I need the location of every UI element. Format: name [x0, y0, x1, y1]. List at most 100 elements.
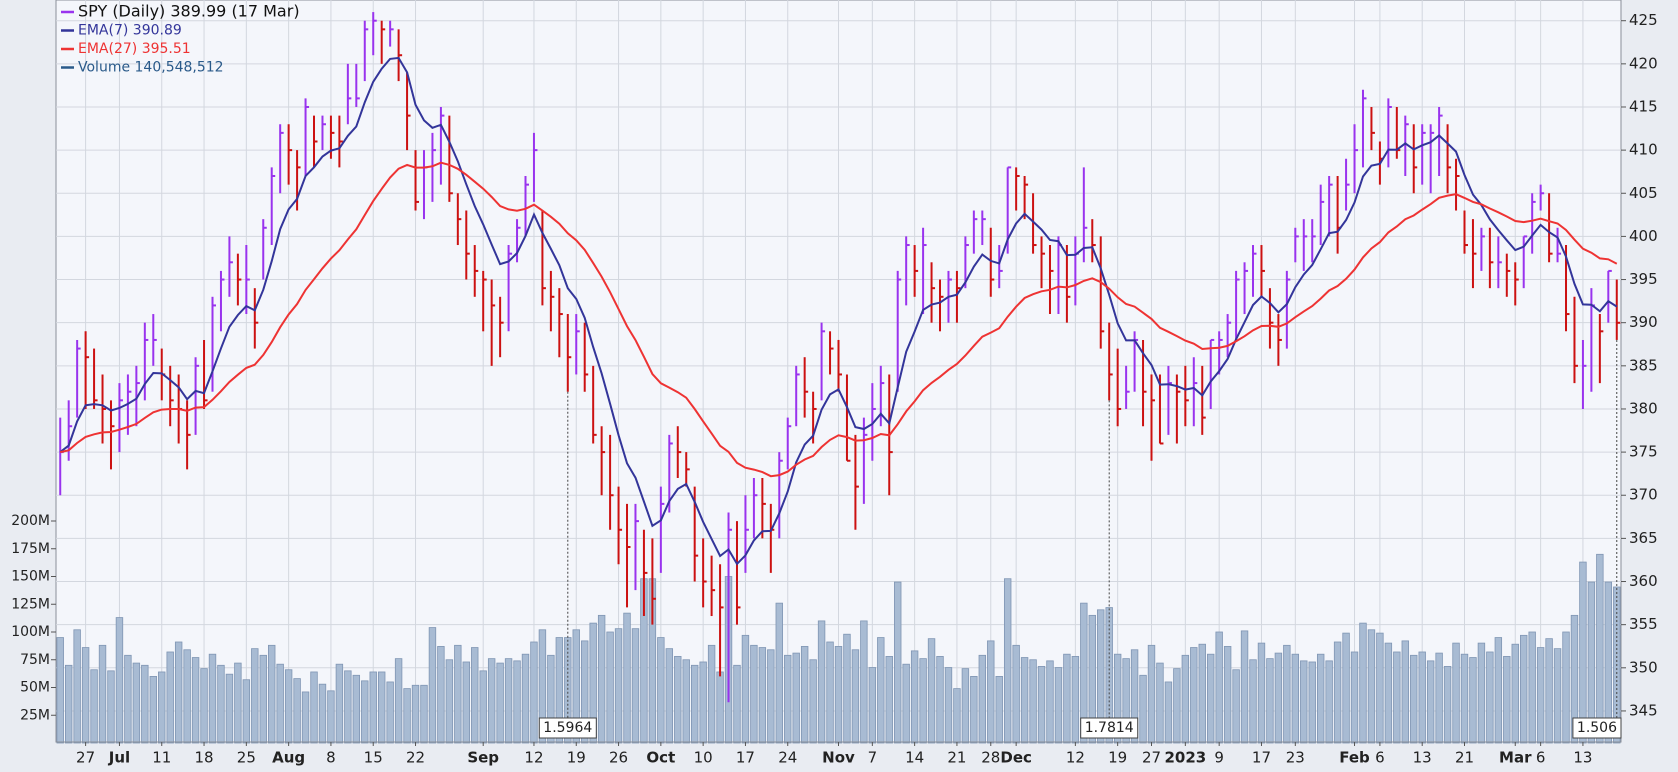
volume-bar [200, 668, 208, 744]
volume-bar [234, 662, 242, 744]
volume-bar [1426, 660, 1435, 744]
volume-bar [843, 633, 851, 744]
y-tick-label: 370 [1629, 486, 1658, 504]
volume-bar [403, 688, 411, 744]
volume-bar [665, 648, 674, 744]
volume-bar [107, 670, 115, 744]
volume-bar [284, 669, 293, 744]
legend-label: Volume 140,548,512 [78, 60, 224, 76]
volume-bar [1545, 638, 1553, 744]
x-tick-label: 7 [868, 749, 878, 767]
volume-bar [809, 659, 817, 744]
volume-bar [792, 652, 800, 744]
x-tick-label: Sep [467, 749, 499, 767]
volume-bar [690, 664, 699, 744]
volume-bar [1207, 653, 1215, 744]
x-tick-label: 21 [1455, 749, 1474, 767]
volume-bar [377, 671, 386, 744]
volume-bar [149, 676, 157, 744]
volume-bar [428, 627, 437, 744]
volume-bar [1520, 634, 1528, 744]
annotation-label: 1.5964 [543, 720, 592, 736]
volume-bar [707, 644, 716, 744]
volume-bar [1469, 657, 1477, 744]
y-tick-label: 355 [1629, 615, 1658, 633]
volume-bar [1071, 656, 1080, 744]
volume-bar [910, 650, 919, 744]
volume-bar [1596, 553, 1604, 744]
ema-line [59, 161, 1618, 478]
volume-bar [158, 671, 166, 744]
volume-bar [81, 647, 90, 744]
volume-bar [115, 617, 124, 744]
volume-bar [1198, 643, 1206, 744]
legend-label: EMA(27) 395.51 [78, 41, 191, 57]
volume-bar [851, 649, 860, 744]
volume-bar [521, 653, 530, 744]
volume-bar [259, 654, 267, 744]
volume-bar [386, 681, 394, 744]
ema-line [59, 56, 1618, 566]
volume-bar [919, 658, 927, 744]
annotation-label: 1.506 [1577, 720, 1617, 736]
volume-bar [784, 654, 792, 744]
volume-bar [1156, 662, 1164, 744]
volume-bar [344, 670, 352, 744]
volume-bar [1147, 644, 1156, 744]
x-tick-label: Oct [646, 749, 675, 767]
volume-bar [1190, 647, 1198, 744]
volume-bar [1477, 642, 1486, 744]
x-tick-label: Mar [1499, 749, 1532, 767]
volume-bar [699, 661, 707, 744]
volume-bar [1232, 669, 1240, 744]
volume-bar [335, 663, 344, 744]
volume-bar [504, 658, 513, 744]
volume-bar [327, 690, 335, 744]
volume-bar [944, 667, 953, 744]
volume-bar [487, 658, 496, 744]
volume-bar [276, 663, 284, 744]
volume-bar [1063, 653, 1071, 744]
x-tick-label: 17 [736, 749, 755, 767]
x-tick-label: 21 [947, 749, 966, 767]
volume-bar [318, 683, 327, 744]
volume-bar [1308, 661, 1316, 744]
volume-bar [1553, 648, 1562, 744]
volume-bar [741, 634, 750, 744]
volume-bar [657, 637, 665, 744]
volume-bar [124, 654, 132, 744]
y-tick-label: 395 [1629, 270, 1658, 288]
volume-bar [1266, 658, 1274, 744]
y-tick-label: 385 [1629, 356, 1658, 374]
x-tick-label: Jul [108, 749, 130, 767]
x-tick-label: 2023 [1164, 749, 1206, 767]
y-tick-label: 400 [1629, 227, 1658, 245]
y-tick-label: 420 [1629, 54, 1658, 72]
volume-bar [411, 684, 420, 744]
volume-bar [1257, 642, 1266, 744]
volume-bar [352, 674, 361, 744]
volume-bar [420, 684, 428, 744]
volume-bar [445, 659, 454, 744]
volume-bar [1274, 652, 1283, 744]
volume-bar [166, 651, 174, 744]
y2-tick-label: 150M [11, 569, 50, 585]
volume-bar [1410, 654, 1418, 744]
volume-bar [1393, 651, 1401, 744]
volume-bar [894, 581, 902, 744]
volume-bar [56, 637, 64, 744]
x-tick-label: 10 [694, 749, 713, 767]
y-tick-label: 365 [1629, 529, 1658, 547]
volume-bar [597, 614, 606, 744]
x-tick-label: 13 [1573, 749, 1592, 767]
volume-bar [98, 644, 107, 744]
x-tick-label: 8 [326, 749, 336, 767]
volume-bar [961, 668, 970, 744]
volume-bar [174, 641, 183, 744]
y-tick-label: 410 [1629, 141, 1658, 159]
volume-bar [800, 646, 809, 744]
y2-tick-label: 75M [20, 652, 50, 668]
y-tick-label: 390 [1629, 313, 1658, 331]
volume-bar [301, 691, 310, 744]
volume-bar [1122, 658, 1130, 744]
